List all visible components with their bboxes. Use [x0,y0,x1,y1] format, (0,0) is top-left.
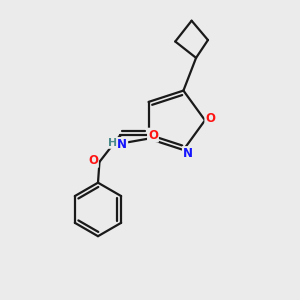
Text: O: O [88,154,98,167]
Text: H: H [108,138,117,148]
Text: N: N [183,147,193,160]
Text: O: O [205,112,215,125]
Text: O: O [148,129,158,142]
Text: N: N [117,138,127,151]
